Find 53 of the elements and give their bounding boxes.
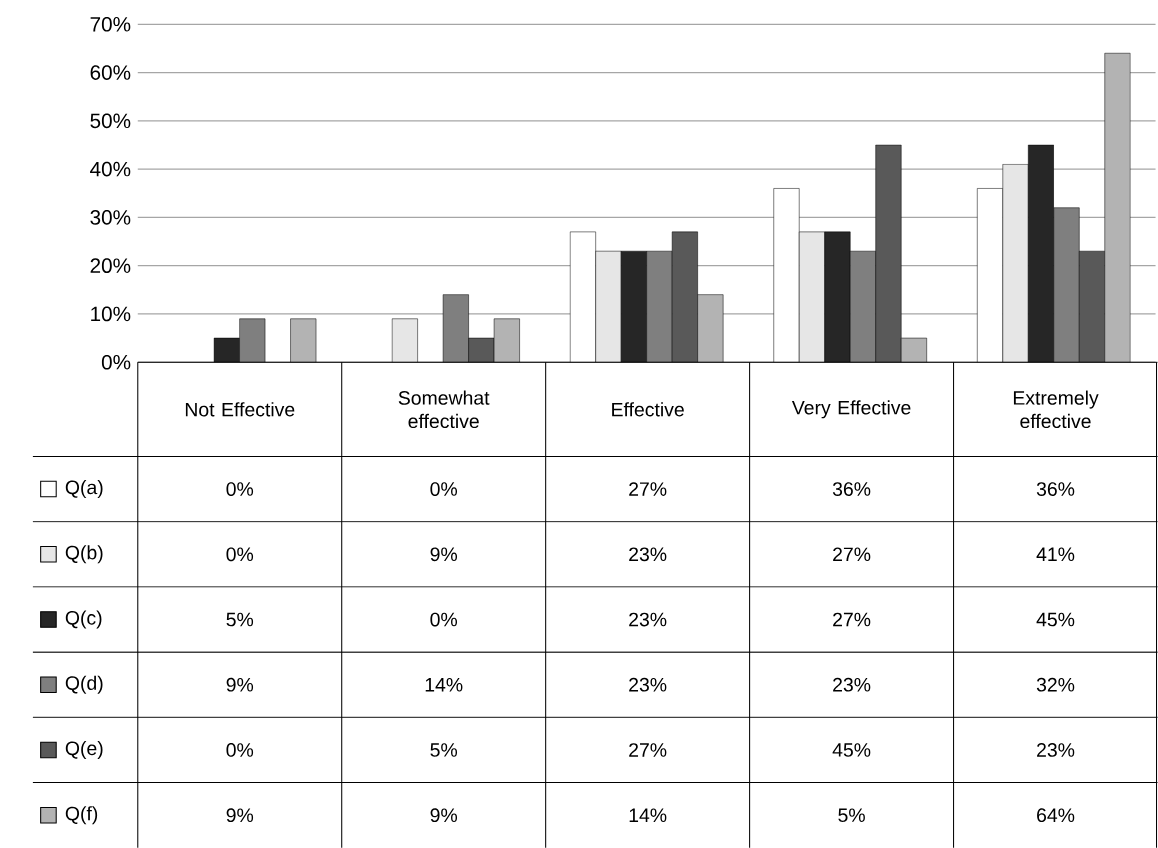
data-label: 32%	[1036, 677, 1075, 692]
data-label: 23%	[1037, 742, 1075, 757]
data-label: 23%	[629, 612, 667, 627]
data-label: 27%	[629, 742, 667, 757]
legend-label: Q(d)	[65, 675, 103, 694]
data-label: 9%	[430, 547, 458, 561]
data-label: 23%	[629, 677, 667, 692]
y-tick-label: 70%	[90, 16, 131, 32]
data-label: 23%	[833, 677, 871, 692]
bar	[671, 231, 698, 363]
bar	[875, 144, 902, 363]
data-label: 27%	[833, 547, 871, 561]
data-label: 27%	[629, 482, 667, 496]
data-label: 23%	[629, 547, 667, 561]
data-label: 27%	[833, 612, 871, 627]
x-tick-label: Very Effective	[791, 400, 911, 419]
x-tick-label: Not Effective	[185, 402, 295, 417]
data-label: 41%	[1036, 547, 1075, 561]
legend-label: Q(c)	[65, 610, 102, 629]
y-tick-label: 0%	[101, 354, 131, 370]
data-label: 0%	[430, 482, 458, 496]
x-tick-label: Somewhat effective	[398, 390, 490, 428]
y-tick-label: 40%	[90, 161, 131, 177]
data-label: 36%	[832, 482, 871, 496]
data-label: 0%	[226, 742, 254, 757]
data-label: 5%	[838, 808, 865, 822]
legend-label: Q(a)	[65, 479, 103, 498]
legend-label: Q(e)	[65, 740, 103, 759]
data-label: 0%	[430, 612, 458, 627]
data-label: 9%	[226, 808, 254, 822]
data-label: 9%	[226, 677, 254, 692]
y-tick-label: 10%	[91, 306, 131, 322]
data-label: 36%	[1036, 482, 1075, 496]
bar	[468, 337, 495, 363]
data-label: 0%	[226, 547, 254, 561]
legend-label: Q(f)	[65, 805, 98, 825]
data-label: 45%	[1036, 612, 1075, 627]
data-label: 9%	[430, 808, 458, 822]
y-tick-label: 50%	[90, 113, 131, 129]
data-label: 14%	[629, 808, 667, 822]
data-label: 0%	[226, 482, 254, 496]
y-tick-label: 60%	[90, 65, 131, 80]
data-label: 5%	[226, 612, 254, 627]
x-tick-label: Effective	[612, 402, 684, 417]
bar	[1079, 250, 1106, 363]
data-label: 45%	[832, 742, 871, 757]
y-tick-label: 30%	[90, 209, 131, 225]
y-tick-label: 20%	[90, 258, 131, 273]
data-label: 5%	[430, 742, 458, 757]
legend-label: Q(b)	[65, 545, 103, 564]
data-label: 64%	[1037, 808, 1075, 822]
data-label: 14%	[425, 677, 463, 692]
x-tick-label: Extremely effective	[1013, 390, 1099, 428]
